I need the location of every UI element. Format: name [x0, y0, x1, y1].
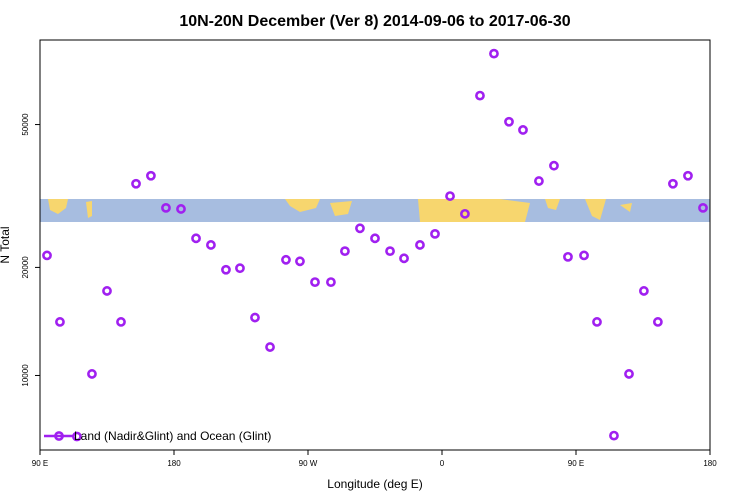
y-axis-label: N Total	[0, 226, 12, 263]
data-point	[592, 317, 602, 327]
map-land	[418, 199, 530, 222]
y-tick-label: 20000	[21, 256, 30, 279]
data-point	[475, 90, 485, 101]
x-tick-label: 90 E	[32, 459, 48, 468]
data-point	[579, 250, 589, 261]
data-point	[221, 264, 231, 275]
legend-marker	[54, 431, 64, 441]
data-point	[504, 116, 514, 127]
data-point	[355, 223, 365, 234]
data-point	[563, 251, 573, 262]
data-point	[430, 228, 440, 239]
x-tick-label: 0	[440, 459, 445, 468]
data-point	[370, 233, 380, 244]
data-point	[698, 202, 708, 213]
data-point	[415, 240, 425, 250]
data-point	[683, 170, 693, 181]
map-land	[620, 203, 632, 212]
y-tick-label: 10000	[21, 364, 30, 387]
data-point	[518, 125, 528, 135]
data-point	[265, 342, 275, 352]
data-point	[131, 178, 141, 189]
x-tick-label: 90 W	[299, 459, 318, 468]
data-point	[116, 317, 126, 327]
data-point	[206, 240, 216, 250]
data-point	[624, 369, 634, 379]
data-point	[460, 208, 470, 219]
map-ocean	[40, 199, 710, 222]
legend: Land (Nadir&Glint) and Ocean (Glint)	[44, 429, 271, 443]
map-land	[585, 199, 606, 220]
data-point	[609, 430, 619, 441]
data-point	[326, 277, 336, 288]
plot-frame	[39, 39, 711, 451]
map-strip	[40, 199, 710, 222]
data-point	[652, 317, 663, 327]
data-point	[250, 312, 260, 323]
data-point	[55, 317, 65, 327]
data-point	[638, 286, 649, 296]
data-point	[310, 277, 320, 288]
data-point	[102, 286, 112, 296]
data-point	[42, 250, 52, 261]
x-axis-label: Longitude (deg E)	[327, 477, 422, 491]
map-land	[86, 201, 92, 218]
x-tick-label: 90 E	[568, 459, 584, 468]
data-point	[399, 253, 409, 264]
legend-label: Land (Nadir&Glint) and Ocean (Glint)	[74, 429, 271, 443]
map-land	[48, 199, 68, 214]
data-point	[445, 191, 455, 201]
data-point	[87, 369, 97, 379]
data-point	[191, 233, 201, 244]
data-point	[489, 48, 499, 59]
x-tick-label: 180	[703, 459, 717, 468]
data-point	[534, 176, 544, 186]
data-point	[549, 160, 559, 171]
y-tick-label: 50000	[21, 113, 30, 136]
chart-title: 10N-20N December (Ver 8) 2014-09-06 to 2…	[179, 13, 570, 30]
map-land	[330, 201, 352, 216]
data-point	[235, 263, 245, 274]
data-point	[146, 170, 156, 181]
x-tick-label: 180	[167, 459, 181, 468]
data-point	[340, 246, 350, 257]
data-point	[295, 256, 305, 267]
data-point	[281, 254, 291, 265]
map-land	[285, 199, 320, 212]
data-point	[385, 246, 395, 257]
data-point	[161, 202, 171, 213]
map-land	[545, 199, 560, 210]
data-point	[176, 204, 186, 214]
data-point	[668, 178, 678, 189]
